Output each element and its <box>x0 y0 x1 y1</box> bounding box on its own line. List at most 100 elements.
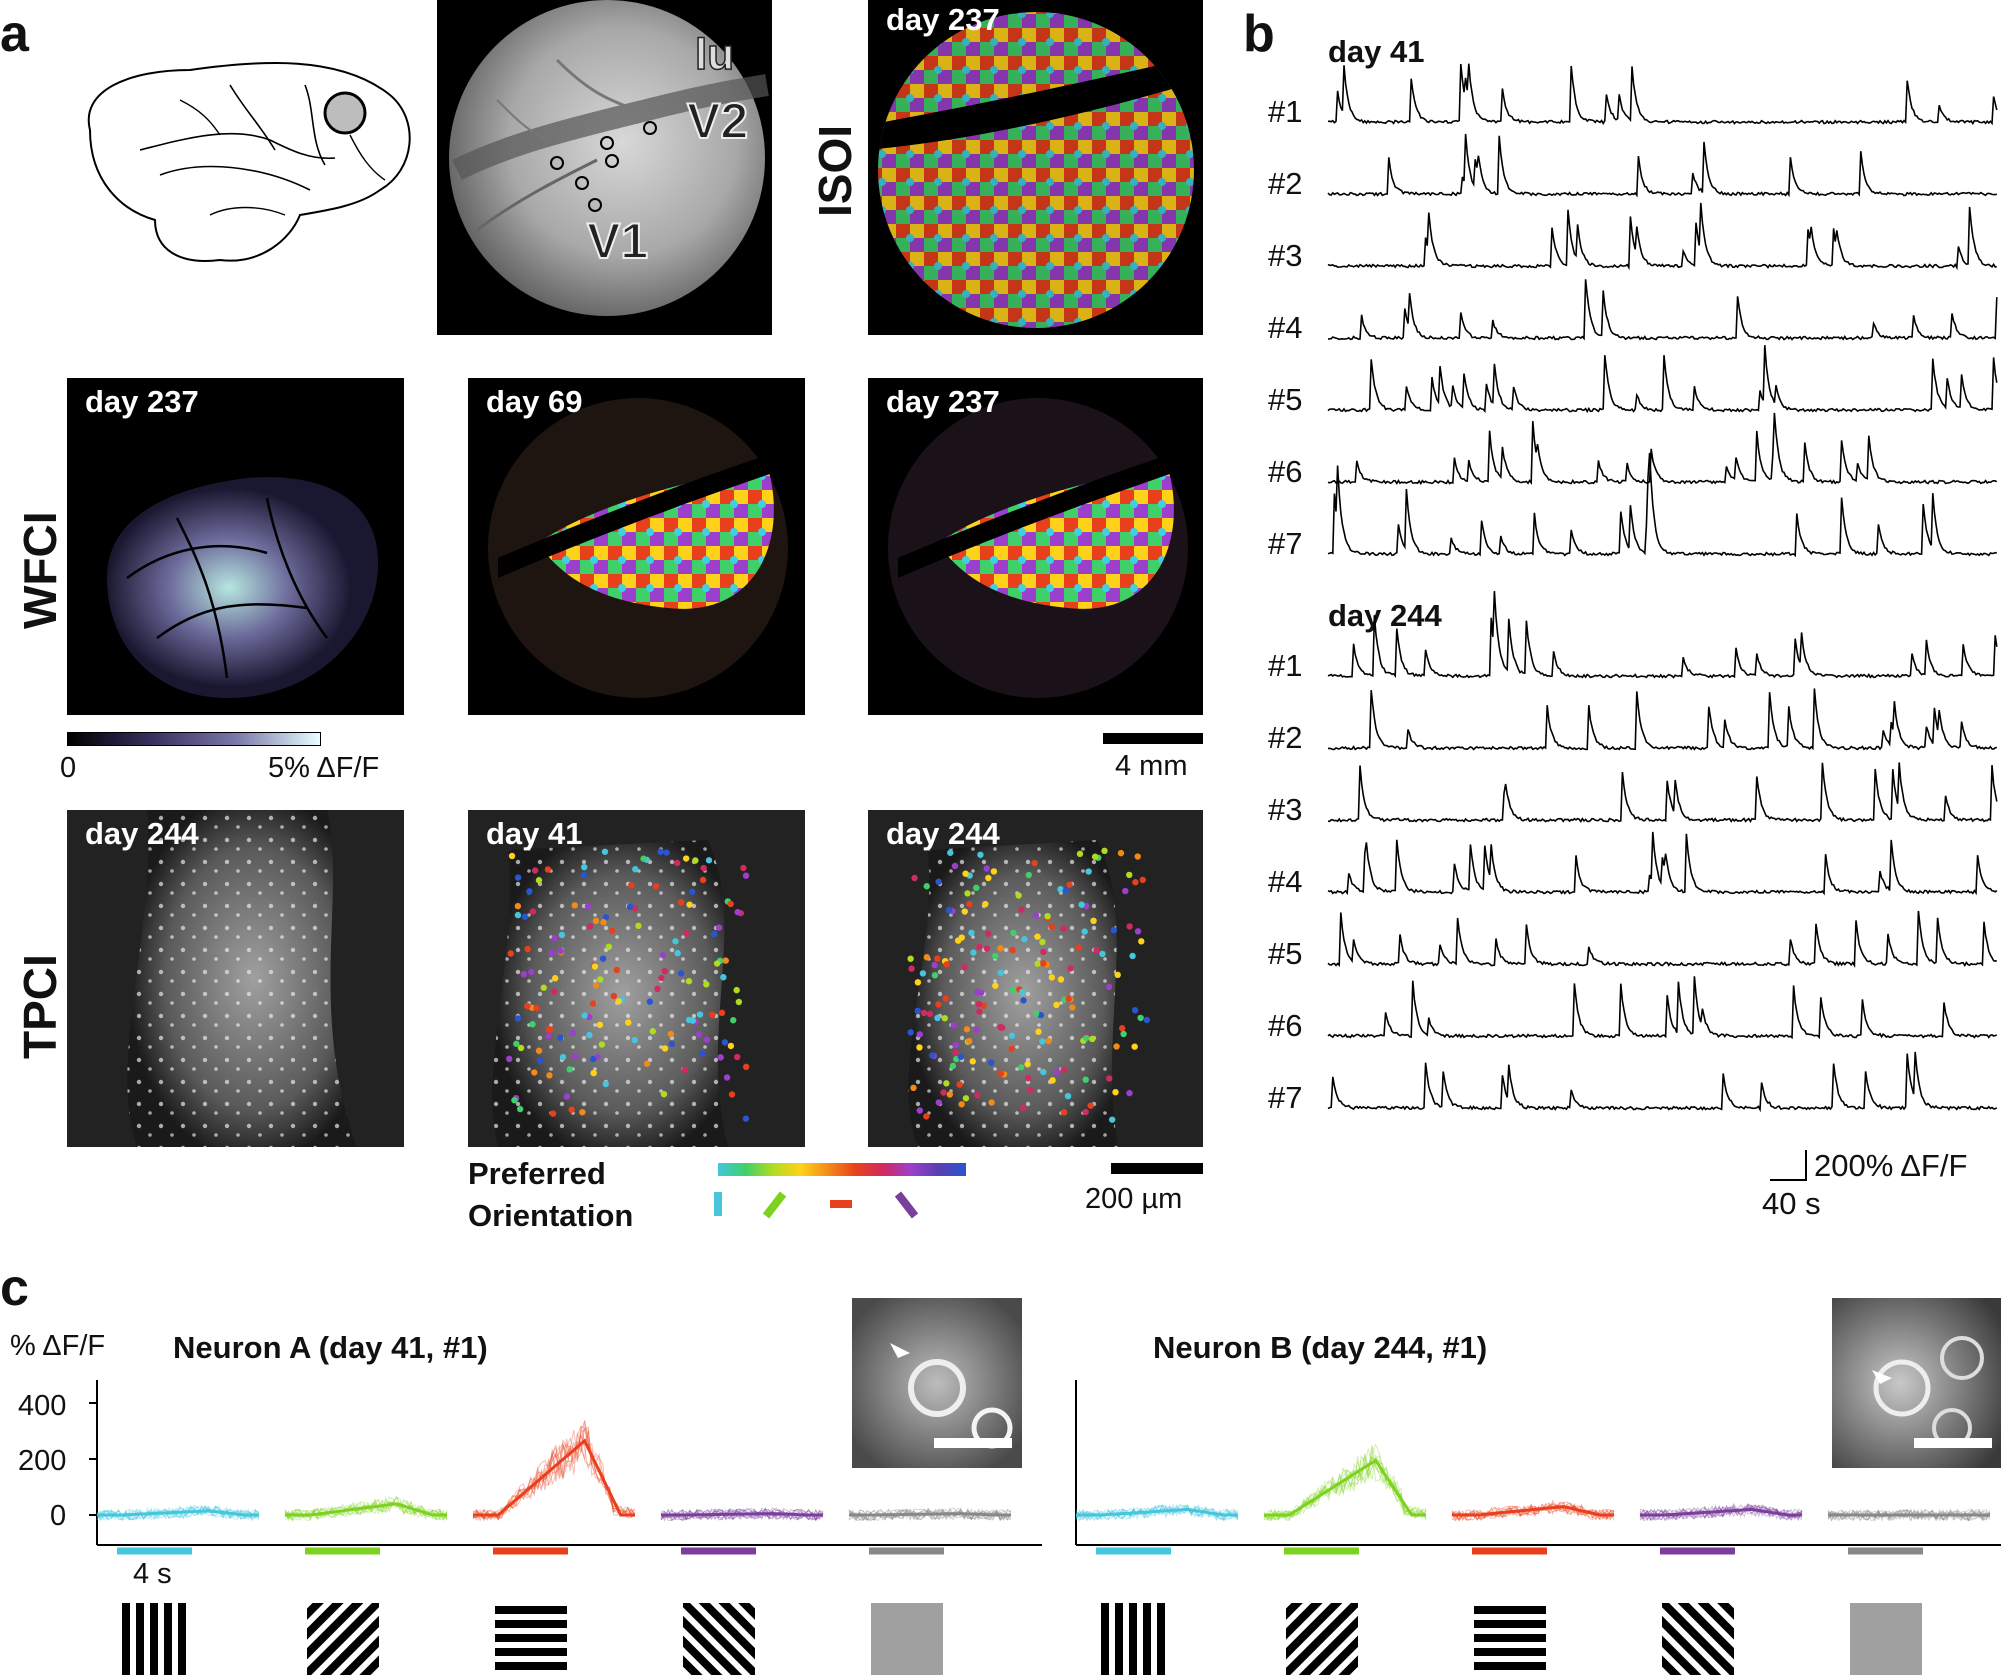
tuned-cell <box>581 1012 588 1019</box>
tuned-cell <box>596 1021 604 1029</box>
tuned-cell <box>1066 881 1073 888</box>
orientation-legend-label-1: Preferred <box>468 1156 606 1191</box>
tuned-cell <box>1025 871 1032 879</box>
tuned-cell <box>1060 1066 1067 1073</box>
tuned-cell <box>566 1066 573 1073</box>
trace-day244-6 <box>1327 976 1997 1040</box>
tuned-cell <box>920 1009 928 1017</box>
tuned-cell <box>514 911 522 919</box>
tuned-cell <box>608 927 616 935</box>
tuned-cell <box>974 1092 981 1099</box>
tuned-cell <box>1085 868 1092 875</box>
tuned-cell <box>985 874 992 882</box>
tuned-cell <box>605 943 613 950</box>
traces-day244-title: day 244 <box>1328 598 1442 633</box>
traces-scale-y-label: 200% ΔF/F <box>1814 1148 1968 1183</box>
tuned-cell <box>941 1015 948 1022</box>
tuned-cell <box>983 945 991 952</box>
tuned-cell <box>914 979 922 986</box>
tuned-cell <box>942 995 949 1002</box>
tuned-cell <box>1134 928 1142 935</box>
grating-0-4 <box>871 1603 943 1675</box>
cranial-window-image: lu V2 V1 <box>437 0 772 335</box>
isoi-orientation-map: day 237 <box>868 0 1203 335</box>
tuned-cell <box>935 1001 942 1008</box>
tuned-cell <box>742 872 750 879</box>
tuned-cell <box>1132 879 1139 886</box>
trial-trace-0-2-0 <box>472 1428 636 1520</box>
tuned-cell <box>717 1054 724 1061</box>
tuned-cell <box>962 870 969 877</box>
wfci-orientation-map-day237: day 237 <box>868 378 1203 715</box>
tuned-cell <box>700 864 707 872</box>
traces-scalebar <box>1770 1150 1807 1181</box>
tuned-cell <box>1044 912 1051 920</box>
tuned-cell <box>597 976 604 983</box>
tuned-cell <box>715 924 723 931</box>
tuned-cell <box>934 1014 941 1022</box>
tuned-cell <box>916 1044 923 1051</box>
tuned-cell <box>1139 876 1146 884</box>
tuned-cell <box>511 1097 518 1104</box>
tuned-cell <box>524 1002 531 1010</box>
tuned-cell <box>533 1004 540 1012</box>
neuron-label-d41-5: #5 <box>1268 382 1303 417</box>
neuron-label-d41-4: #4 <box>1268 310 1303 345</box>
tuned-cell <box>722 957 729 964</box>
tuned-cell <box>545 1025 553 1033</box>
tuned-cell <box>685 978 693 985</box>
tuned-cell <box>975 1000 983 1008</box>
tuned-cell <box>558 931 566 939</box>
tuned-cell <box>580 871 588 879</box>
trial-trace-0-2-7 <box>472 1431 636 1519</box>
tuned-cell <box>524 945 531 953</box>
trial-trace-1-1-6 <box>1263 1455 1427 1522</box>
tuned-cell <box>1108 1116 1116 1123</box>
tuned-cell <box>1040 960 1047 967</box>
tuned-cell <box>592 917 600 925</box>
tuned-cell <box>950 1022 957 1029</box>
tuned-cell <box>1034 933 1041 940</box>
tuned-cell <box>589 1055 597 1063</box>
tpci-day-label-2: day 41 <box>486 816 583 851</box>
tuned-cell <box>1045 1037 1052 1045</box>
tuned-cell <box>590 1069 597 1077</box>
tuned-cell <box>1138 938 1145 945</box>
trial-trace-1-3-1 <box>1639 1503 1803 1522</box>
tuned-cell <box>964 890 971 897</box>
tuned-cell <box>1060 925 1067 933</box>
tuned-cell <box>540 984 547 991</box>
tuned-cell <box>997 945 1004 952</box>
neuron-label-d41-1: #1 <box>1268 94 1303 129</box>
tuned-cell <box>952 1049 959 1057</box>
tpci-day-label-3: day 244 <box>886 816 1000 851</box>
tpci-day-label-1: day 244 <box>85 816 199 851</box>
tuned-cell <box>990 868 998 875</box>
neuron-label-d244-6: #6 <box>1268 1008 1303 1043</box>
tuned-cell <box>521 913 529 921</box>
tuned-cell <box>652 882 660 890</box>
neuron-label-d244-1: #1 <box>1268 648 1303 683</box>
neuron-label-d244-3: #3 <box>1268 792 1303 827</box>
tuned-cell <box>658 974 665 982</box>
tuned-cell <box>730 1017 737 1024</box>
tuned-cell <box>632 866 639 873</box>
tuned-cell <box>663 849 670 856</box>
trial-trace-1-1-2 <box>1263 1444 1427 1521</box>
tuned-cell <box>914 1007 921 1015</box>
tuned-cell <box>513 1040 520 1047</box>
tuned-cell <box>599 955 607 962</box>
tuned-cell <box>1027 1086 1034 1094</box>
tuned-cell <box>956 1081 963 1088</box>
tuned-cell <box>1091 853 1099 860</box>
tuned-cell <box>1089 1035 1096 1043</box>
tuned-cell <box>667 1030 675 1038</box>
tuned-cell <box>1015 892 1022 899</box>
tuned-cell <box>563 1093 571 1100</box>
tuned-cell <box>1018 1064 1025 1071</box>
tuned-cell <box>919 970 927 977</box>
tuned-cell <box>1048 974 1056 981</box>
tuned-cell <box>720 974 727 981</box>
tuned-cell <box>1110 926 1118 934</box>
tuned-cell <box>1032 1010 1040 1017</box>
